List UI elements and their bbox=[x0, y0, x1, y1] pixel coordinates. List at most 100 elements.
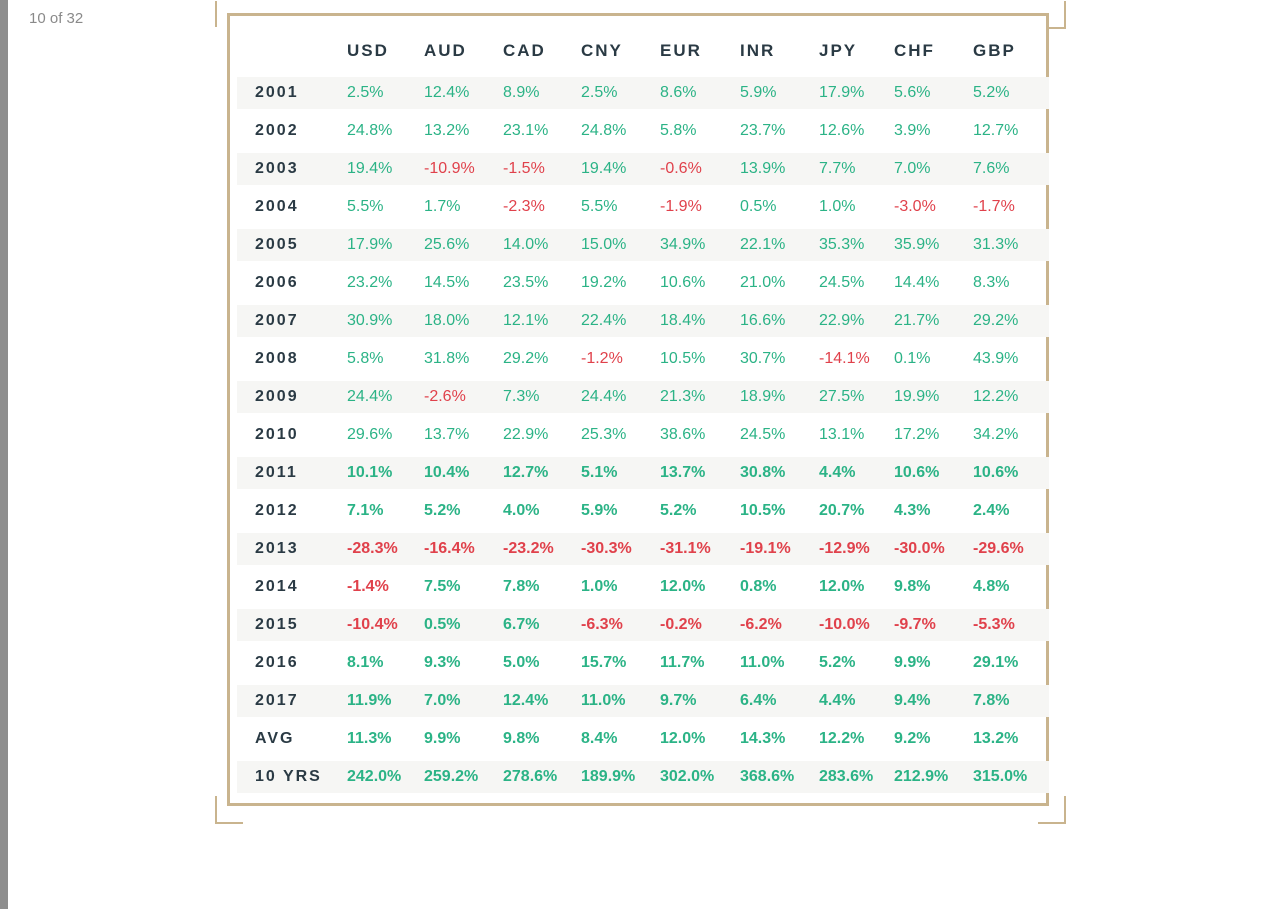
table-cell: 5.6% bbox=[894, 84, 931, 101]
table-cell: 8.9% bbox=[503, 84, 540, 101]
table-cell: 10.5% bbox=[740, 502, 786, 519]
table-row: 2005 17.9% 25.6% 14.0% 15.0% 34.9% 22.1% 35.3% 3… bbox=[237, 229, 1049, 261]
table-cell: 10.6% bbox=[973, 464, 1019, 481]
table-cell: 20.7% bbox=[819, 502, 865, 519]
table-cell: -1.9% bbox=[660, 198, 702, 215]
table-cell: -5.3% bbox=[973, 616, 1015, 633]
table-cell: 0.1% bbox=[894, 350, 931, 367]
table-cell: 5.9% bbox=[581, 502, 618, 519]
table-cell: -10.0% bbox=[819, 616, 870, 633]
table-cell: -29.6% bbox=[973, 540, 1024, 557]
row-label: 2014 bbox=[255, 578, 299, 595]
table-cell: -3.0% bbox=[894, 198, 936, 215]
table-cell: 8.3% bbox=[973, 274, 1010, 291]
table-cell: 23.1% bbox=[503, 122, 549, 139]
table-cell: 14.5% bbox=[424, 274, 470, 291]
table-cell: 5.9% bbox=[740, 84, 777, 101]
table-cell: 34.9% bbox=[660, 236, 706, 253]
table-cell: 17.2% bbox=[894, 426, 940, 443]
table-cell: 7.8% bbox=[503, 578, 540, 595]
table-cell: -14.1% bbox=[819, 350, 870, 367]
table-cell: 4.0% bbox=[503, 502, 540, 519]
table-cell: 27.5% bbox=[819, 388, 865, 405]
table-cell: 315.0% bbox=[973, 768, 1028, 785]
table-cell: 29.6% bbox=[347, 426, 393, 443]
table-cell: 5.2% bbox=[819, 654, 856, 671]
table-cell: 11.0% bbox=[740, 654, 785, 671]
table-cell: 5.8% bbox=[347, 350, 384, 367]
table-cell: 38.6% bbox=[660, 426, 706, 443]
row-label: 2004 bbox=[255, 198, 299, 215]
table-cell: -30.0% bbox=[894, 540, 945, 557]
table-cell: -1.4% bbox=[347, 578, 389, 595]
table-cell: 12.6% bbox=[819, 122, 865, 139]
table-cell: 212.9% bbox=[894, 768, 949, 785]
table-cell: 30.8% bbox=[740, 464, 786, 481]
table-row: 2008 5.8% 31.8% 29.2% -1.2% 10.5% 30.7% -14.1% 0… bbox=[237, 343, 1049, 375]
row-label: 2010 bbox=[255, 426, 299, 443]
table-cell: -28.3% bbox=[347, 540, 398, 557]
currency-returns-table: USD AUD CAD CNY EUR INR JPY CHF GBP 2001 2.5% 12.4… bbox=[237, 33, 1049, 799]
table-cell: -1.5% bbox=[503, 160, 545, 177]
page-counter: 10 of 32 bbox=[29, 10, 84, 27]
table-cell: 4.4% bbox=[819, 692, 856, 709]
table-cell: 18.9% bbox=[740, 388, 786, 405]
table-cell: 9.7% bbox=[660, 692, 697, 709]
table-cell: 5.8% bbox=[660, 122, 697, 139]
frame-corner-bottom-left bbox=[215, 796, 243, 824]
table-cell: 12.0% bbox=[819, 578, 865, 595]
table-cell: 23.7% bbox=[740, 122, 786, 139]
column-header-eur: EUR bbox=[660, 41, 702, 60]
table-cell: 12.7% bbox=[503, 464, 549, 481]
table-cell: 1.0% bbox=[819, 198, 856, 215]
table-cell: 11.7% bbox=[660, 654, 705, 671]
table-cell: 15.7% bbox=[581, 654, 627, 671]
table-cell: 2.5% bbox=[347, 84, 384, 101]
table-cell: 29.2% bbox=[503, 350, 549, 367]
table-cell: 7.0% bbox=[424, 692, 461, 709]
frame-corner-top-left bbox=[215, 1, 243, 27]
table-cell: 5.1% bbox=[581, 464, 618, 481]
table-row: 2011 10.1% 10.4% 12.7% 5.1% 13.7% 30.8% 4.4% 10.… bbox=[237, 457, 1049, 489]
table-cell: 23.2% bbox=[347, 274, 393, 291]
table-cell: 31.3% bbox=[973, 236, 1019, 253]
table-row: 2007 30.9% 18.0% 12.1% 22.4% 18.4% 16.6% 22.9% 2… bbox=[237, 305, 1049, 337]
table-cell: 17.9% bbox=[347, 236, 393, 253]
table-cell: 31.8% bbox=[424, 350, 470, 367]
row-label: 2015 bbox=[255, 616, 299, 633]
table-cell: 10.6% bbox=[660, 274, 706, 291]
table-cell: 278.6% bbox=[503, 768, 558, 785]
table-row: 2010 29.6% 13.7% 22.9% 25.3% 38.6% 24.5% 13.1% 1… bbox=[237, 419, 1049, 451]
table-row: 2014 -1.4% 7.5% 7.8% 1.0% 12.0% 0.8% 12.0% 9.8% 4… bbox=[237, 571, 1049, 603]
table-cell: -1.7% bbox=[973, 198, 1015, 215]
table-cell: 19.2% bbox=[581, 274, 627, 291]
table-cell: 43.9% bbox=[973, 350, 1019, 367]
table-cell: 12.0% bbox=[660, 730, 706, 747]
table-cell: 1.7% bbox=[424, 198, 461, 215]
table-cell: 35.3% bbox=[819, 236, 865, 253]
table-row: 2017 11.9% 7.0% 12.4% 11.0% 9.7% 6.4% 4.4% 9.4% 7… bbox=[237, 685, 1049, 717]
table-cell: 22.9% bbox=[503, 426, 549, 443]
table-cell: 13.7% bbox=[424, 426, 470, 443]
table-cell: 6.4% bbox=[740, 692, 777, 709]
table-cell: 10.5% bbox=[660, 350, 706, 367]
table-cell: 5.2% bbox=[973, 84, 1010, 101]
table-row: 2009 24.4% -2.6% 7.3% 24.4% 21.3% 18.9% 27.5% 19… bbox=[237, 381, 1049, 413]
column-header-inr: INR bbox=[740, 41, 776, 60]
row-label: 10 YRS bbox=[255, 768, 322, 785]
table-row: 2015 -10.4% 0.5% 6.7% -6.3% -0.2% -6.2% -10.0% -… bbox=[237, 609, 1049, 641]
table-cell: 10.6% bbox=[894, 464, 940, 481]
row-label: 2006 bbox=[255, 274, 299, 291]
table-cell: 7.6% bbox=[973, 160, 1010, 177]
table-cell: 10.4% bbox=[424, 464, 470, 481]
table-cell: 0.5% bbox=[740, 198, 777, 215]
table-cell: 283.6% bbox=[819, 768, 874, 785]
row-label: 2001 bbox=[255, 84, 299, 101]
row-label: 2011 bbox=[255, 464, 298, 481]
column-header-chf: CHF bbox=[894, 41, 935, 60]
table-cell: 5.2% bbox=[660, 502, 697, 519]
table-cell: 22.1% bbox=[740, 236, 786, 253]
table-cell: 13.9% bbox=[740, 160, 786, 177]
table-cell: 189.9% bbox=[581, 768, 636, 785]
table-cell: -30.3% bbox=[581, 540, 632, 557]
